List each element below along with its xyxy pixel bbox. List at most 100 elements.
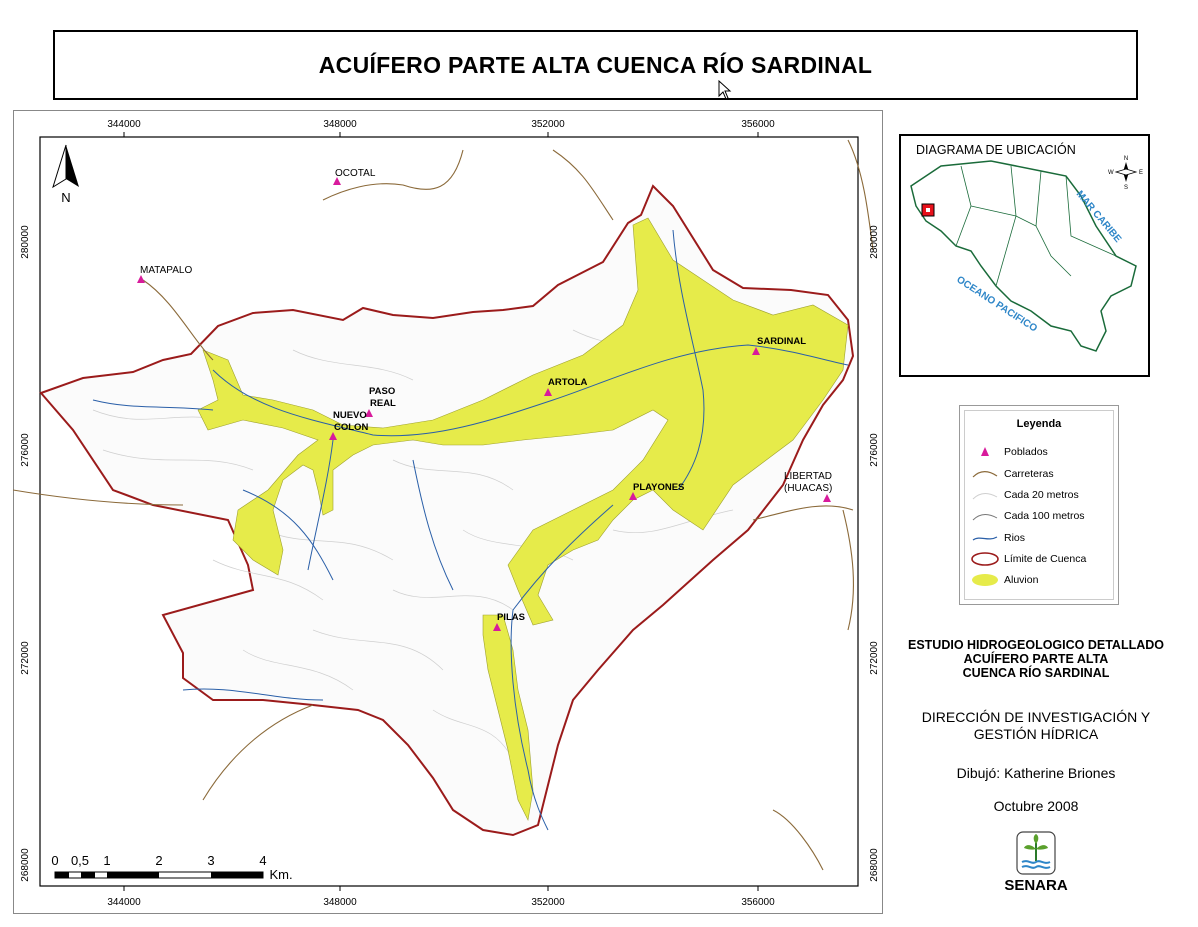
town-label-nuevo: NUEVO (333, 410, 367, 421)
legend-item-basin: Límite de Cuenca (970, 551, 1086, 567)
direction-line-2: GESTIÓN HÍDRICA (973, 726, 1099, 742)
contour-20-line-icon (972, 493, 998, 500)
town-marker-matapalo (137, 275, 145, 283)
legend-title: Leyenda (1016, 418, 1062, 430)
study-line-3: CUENCA RÍO SARDINAL (962, 666, 1110, 680)
x-tick-top-2: 348000 (323, 119, 357, 130)
legend-label-contour-20: Cada 20 metros (1004, 489, 1079, 501)
town-marker-sardinal (752, 347, 760, 355)
y-tick-right-2: 276000 (869, 433, 880, 467)
map-frame (13, 110, 883, 914)
compass-s: S (1124, 185, 1128, 191)
legend-item-roads: Carreteras (970, 466, 1054, 482)
compass-n: N (1124, 156, 1128, 162)
legend-item-contour-20: Cada 20 metros (970, 487, 1079, 503)
scale-bar (54, 871, 264, 879)
country-outline (910, 160, 1137, 352)
compass-rose-icon: N S E W (1108, 156, 1143, 191)
legend-item-alluvium: Aluvion (970, 572, 1038, 588)
north-arrow-icon (52, 144, 79, 189)
y-tick-left-3: 272000 (20, 641, 31, 675)
x-tick-bottom-1: 344000 (107, 897, 141, 908)
legend-item-rivers: Rios (970, 530, 1025, 546)
legend-label-towns: Poblados (1004, 446, 1048, 458)
town-label-colon: COLON (334, 422, 368, 433)
scale-label-2: 2 (155, 853, 162, 868)
x-tick-bottom-4: 356000 (741, 897, 775, 908)
province-borders (955, 165, 1117, 287)
roads (13, 139, 874, 871)
scale-label-4: 4 (259, 853, 266, 868)
y-axis-ticks: 280000 276000 272000 268000 280000 27600… (20, 225, 880, 882)
study-line-1: ESTUDIO HIDROGEOLOGICO DETALLADO (907, 638, 1165, 652)
y-tick-left-2: 276000 (20, 433, 31, 467)
basin-ellipse-icon (971, 552, 999, 566)
x-tick-top-3: 352000 (531, 119, 565, 130)
x-axis-ticks: 344000 348000 352000 356000 344000 34800… (107, 119, 775, 908)
mouse-cursor-icon (718, 80, 732, 100)
town-label-sardinal: SARDINAL (757, 336, 806, 347)
location-diagram-map: DIAGRAMA DE UBICACIÓN MAR CARIBE OCEANO … (910, 142, 1143, 352)
diagram-title: DIAGRAMA DE UBICACIÓN (916, 142, 1076, 157)
town-label-ocotal: OCOTAL (335, 168, 376, 179)
study-line-2: ACUÍFERO PARTE ALTA (963, 652, 1109, 666)
town-label-artola: ARTOLA (548, 377, 588, 388)
town-label-matapalo: MATAPALO (140, 265, 192, 276)
scale-label-3: 3 (207, 853, 214, 868)
town-label-libertad: LIBERTAD (784, 471, 832, 482)
town-label-playones: PLAYONES (633, 482, 684, 493)
scale-label-1: 1 (103, 853, 110, 868)
contour-100-line-icon (972, 514, 998, 521)
legend-inner (964, 410, 1114, 600)
town-marker-pilas (493, 623, 501, 631)
town-marker-ocotal (333, 177, 341, 185)
legend-label-contour-100: Cada 100 metros (1004, 510, 1085, 522)
senara-logo-text: SENARA (1004, 877, 1068, 894)
y-tick-left-4: 268000 (20, 848, 31, 882)
scale-label-05: 0,5 (71, 853, 89, 868)
river-line-icon (972, 536, 998, 541)
town-marker-paso-real (365, 409, 373, 417)
drawn-by: Dibujó: Katherine Briones (956, 765, 1116, 781)
legend-label-alluvium: Aluvion (1004, 574, 1039, 586)
legend-item-contour-100: Cada 100 metros (970, 508, 1085, 524)
town-marker-playones (629, 492, 637, 500)
north-label: N (61, 190, 70, 205)
legend-label-roads: Carreteras (1004, 468, 1054, 480)
legend-item-towns: Poblados (970, 444, 1048, 460)
direction-text: DIRECCIÓN DE INVESTIGACIÓN Y GESTIÓN HÍD… (888, 709, 1184, 743)
town-marker-nuevo-colon (329, 432, 337, 440)
town-label-real: REAL (370, 398, 396, 409)
alluvium-ellipse-icon (972, 574, 998, 586)
senara-logo-icon (1016, 831, 1056, 875)
road-line-icon (972, 471, 998, 478)
y-tick-right-1: 280000 (869, 225, 880, 259)
town-marker-artola (544, 388, 552, 396)
x-tick-bottom-2: 348000 (323, 897, 357, 908)
legend-label-basin: Límite de Cuenca (1004, 553, 1087, 565)
compass-e: E (1139, 170, 1143, 176)
x-tick-top-1: 344000 (107, 119, 141, 130)
direction-line-1: DIRECCIÓN DE INVESTIGACIÓN Y (921, 709, 1151, 725)
town-label-huacas: (HUACAS) (784, 483, 832, 494)
town-label-paso: PASO (369, 386, 395, 397)
y-tick-right-3: 272000 (869, 641, 880, 675)
town-labels: OCOTAL MATAPALO PASO REAL NUEVO COLON AR… (140, 168, 832, 623)
town-label-pilas: PILAS (497, 612, 525, 623)
rivers (92, 229, 849, 831)
map-title: ACUÍFERO PARTE ALTA CUENCA RÍO SARDINAL (318, 51, 873, 78)
y-tick-right-4: 268000 (869, 848, 880, 882)
legend-label-rivers: Rios (1004, 532, 1026, 544)
scale-unit: Km. (269, 867, 292, 882)
triangle-marker-icon (981, 447, 989, 456)
map-title-box: ACUÍFERO PARTE ALTA CUENCA RÍO SARDINAL (53, 30, 1138, 100)
scale-labels: 0 0,5 1 2 3 4 Km. (51, 853, 292, 882)
date-text: Octubre 2008 (993, 798, 1079, 814)
scale-label-0: 0 (51, 853, 58, 868)
alluvium-areas (197, 217, 849, 821)
y-tick-left-1: 280000 (20, 225, 31, 259)
main-map: N 344000 348000 352000 356000 344000 348… (13, 119, 880, 908)
x-tick-bottom-3: 352000 (531, 897, 565, 908)
town-marker-libertad (823, 494, 831, 502)
x-tick-top-4: 356000 (741, 119, 775, 130)
